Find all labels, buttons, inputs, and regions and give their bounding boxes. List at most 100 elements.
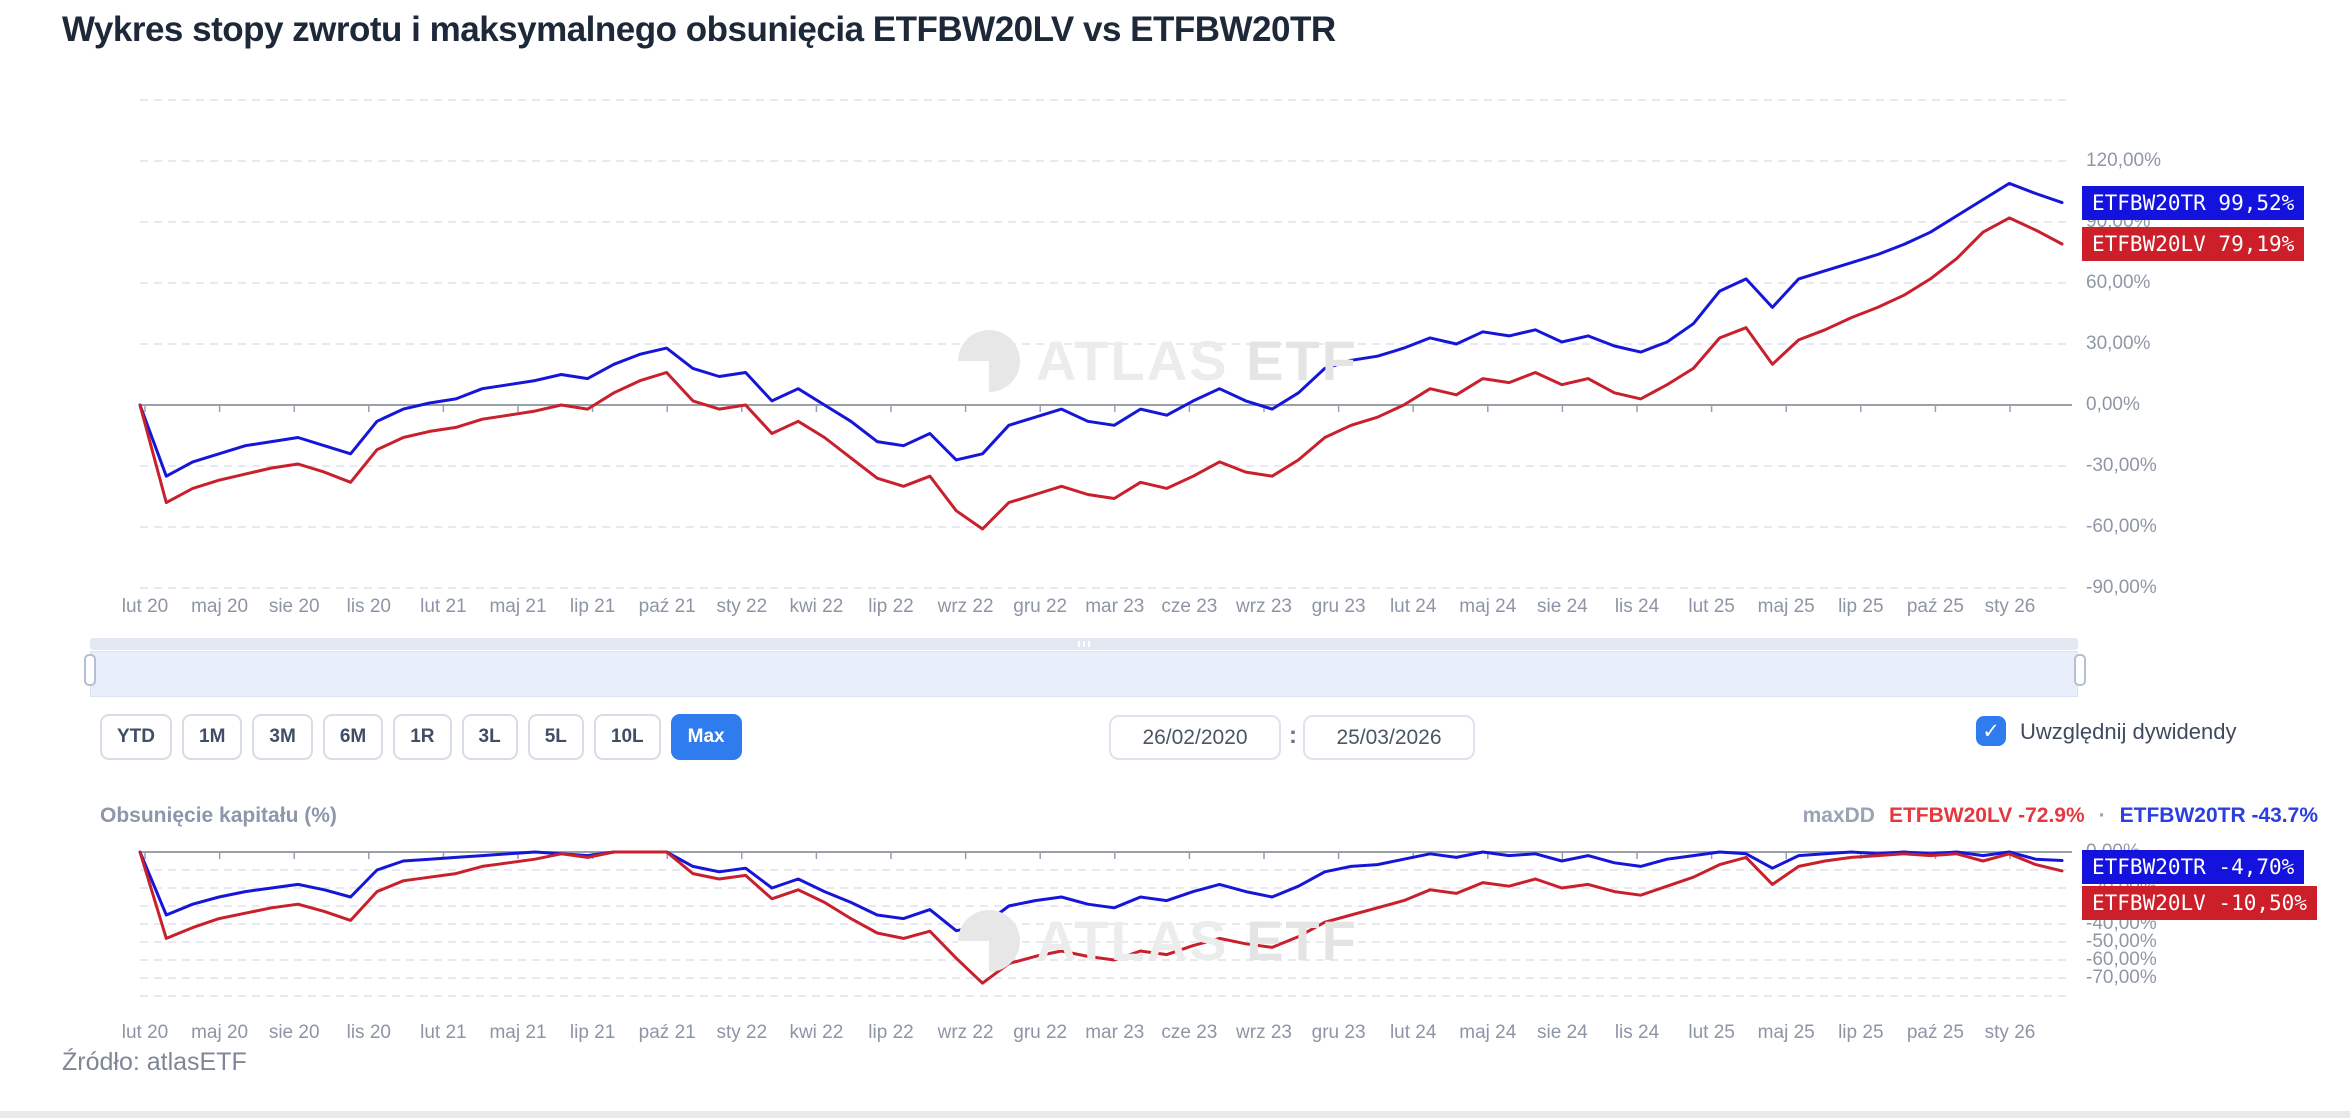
x-axis-label: lis 24: [1614, 1022, 1660, 1043]
x-axis-label: lis 20: [346, 596, 391, 617]
y-axis-label: -60,00%: [2086, 949, 2157, 970]
x-axis-label: gru 23: [1311, 1022, 1366, 1043]
x-axis-label: maj 25: [1757, 596, 1815, 617]
x-axis-label: maj 20: [191, 1022, 249, 1043]
watermark-drawdown: ATLAS ETF: [958, 908, 1358, 973]
dividends-label: Uwzględnij dywidendy: [2020, 719, 2237, 744]
range-button-1r[interactable]: 1R: [393, 714, 452, 760]
checkmark-icon: ✓: [1982, 719, 2000, 743]
x-axis-label: gru 22: [1013, 1022, 1068, 1043]
x-axis-label: lis 20: [346, 1022, 391, 1043]
x-axis-label: maj 24: [1459, 1022, 1517, 1043]
x-axis-label: lip 21: [569, 596, 616, 617]
y-axis-label: -70,00%: [2086, 967, 2157, 988]
y-axis-label: 30,00%: [2086, 333, 2151, 354]
x-axis-label: cze 23: [1161, 596, 1218, 617]
range-button-1m[interactable]: 1M: [182, 714, 243, 760]
y-axis-label: -90,00%: [2086, 577, 2157, 598]
atlas-logo-icon: [958, 329, 1020, 392]
x-axis-label: sty 26: [1984, 1022, 2036, 1043]
page-title: Wykres stopy zwrotu i maksymalnego obsun…: [62, 10, 1336, 49]
x-axis-label: lip 22: [868, 1022, 914, 1043]
x-axis-label: lut 25: [1688, 596, 1735, 617]
series-badge-ETFBW20LV: ETFBW20LV 79,19%: [2082, 227, 2305, 261]
x-axis-label: lip 25: [1838, 1022, 1884, 1043]
range-button-10l[interactable]: 10L: [593, 714, 661, 760]
x-axis-label: maj 20: [191, 596, 249, 617]
range-button-6m[interactable]: 6M: [322, 714, 384, 760]
x-axis-label: lip 21: [569, 1022, 616, 1043]
x-axis-label: wrz 22: [937, 596, 994, 617]
x-axis-label: sie 24: [1537, 1022, 1588, 1043]
x-axis-label: mar 23: [1085, 1022, 1145, 1043]
x-axis-label: paź 21: [638, 596, 696, 617]
y-axis-label: -60,00%: [2086, 516, 2157, 537]
x-axis-label: kwi 22: [789, 596, 844, 617]
range-button-ytd[interactable]: YTD: [100, 714, 172, 760]
x-axis-label: sie 24: [1537, 596, 1588, 617]
maxdd-summary: maxDD ETFBW20LV -72.9% · ETFBW20TR -43.7…: [1803, 804, 2318, 828]
x-axis-label: lut 21: [420, 596, 467, 617]
range-button-3l[interactable]: 3L: [461, 714, 518, 760]
series-badge-ETFBW20TR: ETFBW20TR -4,70%: [2082, 850, 2305, 884]
y-axis-label: 120,00%: [2086, 150, 2162, 171]
x-axis-label: lut 25: [1688, 1022, 1735, 1043]
x-axis-label: maj 25: [1757, 1022, 1815, 1043]
range-button-max[interactable]: Max: [670, 714, 742, 760]
x-axis-label: cze 23: [1161, 1022, 1218, 1043]
x-axis-label: paź 25: [1906, 596, 1964, 617]
navigator-band[interactable]: [90, 651, 2078, 697]
range-navigator[interactable]: [84, 638, 2086, 697]
watermark-atlas: ATLAS: [1036, 909, 1229, 972]
date-separator: :: [1289, 722, 1297, 749]
scrollbar-grip-icon[interactable]: [1078, 641, 1090, 647]
y-axis-label: 60,00%: [2086, 272, 2151, 293]
x-axis-label: lut 24: [1389, 596, 1437, 617]
y-axis-label: -50,00%: [2086, 931, 2157, 952]
maxdd-tr-value: ETFBW20TR -43.7%: [2119, 804, 2318, 827]
x-axis-label: lip 25: [1838, 596, 1884, 617]
watermark-main: ATLAS ETF: [958, 328, 1358, 393]
x-axis-label: sty 22: [716, 596, 768, 617]
x-axis-label: lut 24: [1389, 1022, 1437, 1043]
x-axis-label: lut 21: [420, 1022, 467, 1043]
x-axis-label: lis 24: [1614, 596, 1660, 617]
maxdd-label: maxDD: [1802, 804, 1875, 827]
x-axis-label: maj 24: [1459, 596, 1517, 617]
navigator-scrollbar[interactable]: [90, 638, 2078, 650]
y-axis-label: 0,00%: [2086, 394, 2140, 415]
x-axis-label: maj 21: [489, 1022, 547, 1043]
navigator-handle-left[interactable]: [84, 654, 96, 686]
x-axis-label: lip 22: [868, 596, 914, 617]
x-axis-label: gru 22: [1013, 596, 1068, 617]
series-badge-ETFBW20TR: ETFBW20TR 99,52%: [2082, 186, 2305, 220]
x-axis-label: sty 22: [716, 1022, 768, 1043]
watermark-atlas: ATLAS: [1036, 329, 1229, 392]
maxdd-lv-value: ETFBW20LV -72.9%: [1888, 804, 2085, 827]
x-axis-label: gru 23: [1311, 596, 1366, 617]
x-axis-label: sty 26: [1984, 596, 2036, 617]
watermark-etf: ETF: [1246, 909, 1358, 972]
page-bottom-divider: [0, 1111, 2350, 1118]
x-axis-label: lut 20: [121, 596, 169, 617]
x-axis-label: sie 20: [268, 1022, 320, 1043]
x-axis-label: paź 25: [1906, 1022, 1964, 1043]
x-axis-label: sie 20: [268, 596, 320, 617]
date-from-input[interactable]: [1109, 715, 1281, 760]
date-to-input[interactable]: [1303, 715, 1475, 760]
y-axis-label: -30,00%: [2086, 455, 2157, 476]
x-axis-label: wrz 23: [1236, 1022, 1292, 1043]
range-button-5l[interactable]: 5L: [527, 714, 584, 760]
navigator-handle-right[interactable]: [2074, 654, 2086, 686]
range-buttons: YTD 1M 3M 6M 1R 3L 5L 10L Max: [100, 714, 742, 760]
maxdd-separator: ·: [2098, 804, 2106, 827]
dividends-checkbox[interactable]: ✓: [1976, 716, 2006, 746]
range-button-3m[interactable]: 3M: [252, 714, 313, 760]
x-axis-label: wrz 23: [1236, 596, 1292, 617]
source-caption: Źródło: atlasETF: [62, 1048, 247, 1076]
x-axis-label: mar 23: [1085, 596, 1145, 617]
x-axis-label: maj 21: [489, 596, 547, 617]
x-axis-label: lut 20: [121, 1022, 169, 1043]
